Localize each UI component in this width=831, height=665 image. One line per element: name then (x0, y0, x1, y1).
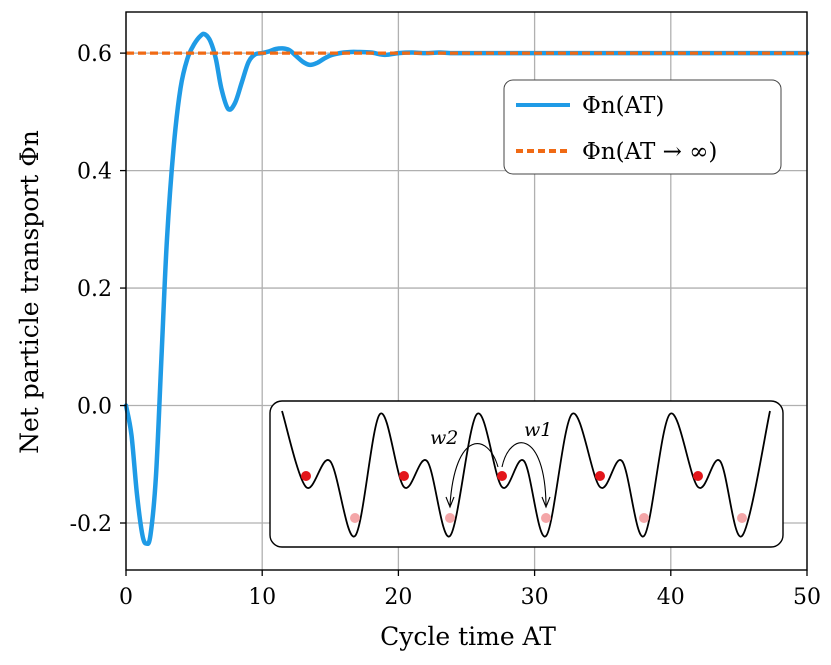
legend-label-phi-limit: Φn(AT → ∞) (582, 139, 717, 165)
inset-diagram: w2 w1 (269, 400, 784, 548)
y-tick-label: 0.6 (77, 42, 112, 67)
particle-occupied (595, 471, 605, 481)
hop-arrow-w2-head (445, 496, 455, 509)
particle-faded (639, 513, 649, 523)
particle-occupied (497, 471, 507, 481)
particle-occupied (399, 471, 409, 481)
particles (301, 471, 747, 523)
y-tick-label: 0.2 (77, 277, 112, 302)
potential-curve (281, 410, 771, 538)
particle-faded (445, 513, 455, 523)
series-layer (123, 31, 810, 547)
x-tick-label: 30 (521, 585, 549, 610)
particle-faded (541, 513, 551, 523)
x-tick-label: 0 (119, 585, 133, 610)
x-tick-label: 40 (657, 585, 685, 610)
particle-occupied (301, 471, 311, 481)
hop-arrow-w2 (449, 443, 499, 506)
hop-arrow-w1 (501, 442, 547, 506)
x-tick-label: 20 (384, 585, 412, 610)
series-line-phi (123, 31, 810, 547)
particle-faded (350, 513, 360, 523)
hop-arrow-w1-head (541, 496, 551, 509)
legend-label-phi: Φn(AT) (582, 93, 664, 119)
x-tick-label: 50 (793, 585, 821, 610)
ticks: 0 10 20 30 40 50 -0.2 0.0 0.2 0.4 0.6 (70, 42, 821, 610)
hop-label-w2: w2 (430, 427, 458, 449)
y-tick-label: -0.2 (70, 512, 112, 537)
legend-box (503, 79, 782, 175)
hop-label-w1: w1 (524, 419, 552, 441)
particle-faded (737, 513, 747, 523)
plot-frame (125, 11, 808, 571)
particle-occupied (693, 471, 703, 481)
x-tick-label: 10 (248, 585, 276, 610)
y-axis-label: Net particle transport Φn (15, 130, 44, 454)
legend: Φn(AT) Φn(AT → ∞) (503, 79, 782, 175)
inset-box (269, 400, 784, 548)
y-tick-label: 0.4 (77, 160, 112, 185)
x-axis-label: Cycle time AT (380, 622, 556, 651)
y-tick-label: 0.0 (77, 395, 112, 420)
